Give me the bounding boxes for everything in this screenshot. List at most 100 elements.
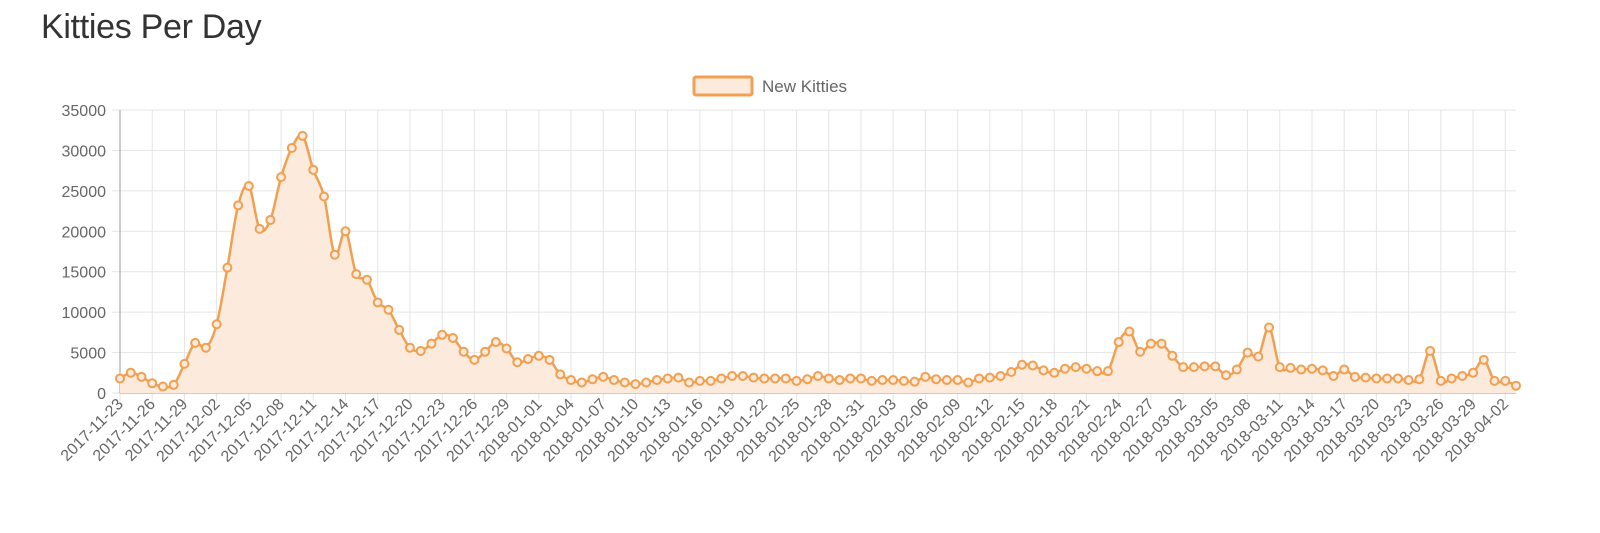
data-point[interactable] xyxy=(147,378,158,389)
data-point[interactable] xyxy=(265,214,276,225)
data-point[interactable] xyxy=(1274,362,1285,373)
data-point[interactable] xyxy=(1425,345,1436,356)
data-point[interactable] xyxy=(329,249,340,260)
data-point[interactable] xyxy=(168,379,179,390)
data-point[interactable] xyxy=(974,373,985,384)
data-point[interactable] xyxy=(136,371,147,382)
data-point[interactable] xyxy=(544,354,555,365)
data-point[interactable] xyxy=(1135,346,1146,357)
data-point[interactable] xyxy=(1317,365,1328,376)
data-point[interactable] xyxy=(931,374,942,385)
data-point[interactable] xyxy=(555,369,566,380)
data-point[interactable] xyxy=(1070,362,1081,373)
data-point[interactable] xyxy=(598,371,609,382)
data-point[interactable] xyxy=(770,373,781,384)
data-point[interactable] xyxy=(780,373,791,384)
data-point[interactable] xyxy=(705,375,716,386)
data-point[interactable] xyxy=(383,304,394,315)
data-point[interactable] xyxy=(608,375,619,386)
data-point[interactable] xyxy=(1092,366,1103,377)
data-point[interactable] xyxy=(920,371,931,382)
data-point[interactable] xyxy=(684,377,695,388)
data-point[interactable] xyxy=(662,373,673,384)
data-point[interactable] xyxy=(1178,362,1189,373)
data-point[interactable] xyxy=(1145,338,1156,349)
data-point[interactable] xyxy=(1511,380,1521,391)
data-point[interactable] xyxy=(1403,375,1414,386)
data-point[interactable] xyxy=(308,164,319,175)
data-point[interactable] xyxy=(748,372,759,383)
data-point[interactable] xyxy=(694,375,705,386)
data-point[interactable] xyxy=(480,346,491,357)
data-point[interactable] xyxy=(243,181,254,192)
data-point[interactable] xyxy=(834,375,845,386)
data-point[interactable] xyxy=(866,375,877,386)
data-point[interactable] xyxy=(1221,370,1232,381)
data-point[interactable] xyxy=(1339,364,1350,375)
data-point[interactable] xyxy=(523,354,534,365)
data-point[interactable] xyxy=(1328,371,1339,382)
data-point[interactable] xyxy=(404,342,415,353)
data-point[interactable] xyxy=(1102,366,1113,377)
data-point[interactable] xyxy=(458,346,469,357)
data-point[interactable] xyxy=(340,226,351,237)
data-point[interactable] xyxy=(630,379,641,390)
data-point[interactable] xyxy=(1156,338,1167,349)
data-point[interactable] xyxy=(1038,365,1049,376)
data-point[interactable] xyxy=(1124,326,1135,337)
data-point[interactable] xyxy=(372,297,383,308)
data-point[interactable] xyxy=(1435,375,1446,386)
data-point[interactable] xyxy=(1457,371,1468,382)
data-point[interactable] xyxy=(157,381,168,392)
data-point[interactable] xyxy=(1500,375,1511,386)
data-point[interactable] xyxy=(1059,363,1070,374)
data-point[interactable] xyxy=(254,223,265,234)
data-point[interactable] xyxy=(179,358,190,369)
data-point[interactable] xyxy=(845,373,856,384)
data-point[interactable] xyxy=(1199,361,1210,372)
data-point[interactable] xyxy=(1360,372,1371,383)
data-point[interactable] xyxy=(415,345,426,356)
data-point[interactable] xyxy=(1382,373,1393,384)
data-point[interactable] xyxy=(1231,364,1242,375)
data-point[interactable] xyxy=(791,375,802,386)
data-point[interactable] xyxy=(1113,337,1124,348)
data-point[interactable] xyxy=(351,269,362,280)
data-point[interactable] xyxy=(1081,363,1092,374)
data-point[interactable] xyxy=(877,375,888,386)
data-point[interactable] xyxy=(286,143,297,153)
data-point[interactable] xyxy=(125,367,136,378)
data-point[interactable] xyxy=(1188,362,1199,373)
data-point[interactable] xyxy=(1285,362,1296,373)
data-point[interactable] xyxy=(1242,347,1253,358)
data-point[interactable] xyxy=(888,375,899,386)
data-point[interactable] xyxy=(469,354,480,365)
data-point[interactable] xyxy=(1049,367,1060,378)
data-point[interactable] xyxy=(190,337,201,348)
data-point[interactable] xyxy=(1027,360,1038,371)
data-point[interactable] xyxy=(1167,350,1178,361)
data-point[interactable] xyxy=(576,377,587,388)
data-point[interactable] xyxy=(115,373,125,384)
data-point[interactable] xyxy=(426,338,437,349)
data-point[interactable] xyxy=(641,377,652,388)
data-point[interactable] xyxy=(1006,366,1017,377)
data-point[interactable] xyxy=(361,274,372,285)
data-point[interactable] xyxy=(941,375,952,386)
data-point[interactable] xyxy=(651,375,662,386)
data-point[interactable] xyxy=(673,372,684,383)
data-point[interactable] xyxy=(952,375,963,386)
data-point[interactable] xyxy=(855,373,866,384)
data-point[interactable] xyxy=(490,337,501,348)
data-point[interactable] xyxy=(716,373,727,384)
data-point[interactable] xyxy=(587,374,598,385)
data-point[interactable] xyxy=(984,372,995,383)
data-point[interactable] xyxy=(1478,354,1489,365)
data-point[interactable] xyxy=(319,191,330,202)
data-point[interactable] xyxy=(1264,322,1275,333)
data-point[interactable] xyxy=(276,172,287,183)
data-point[interactable] xyxy=(1446,373,1457,384)
data-point[interactable] xyxy=(1414,374,1425,385)
data-point[interactable] xyxy=(394,324,405,335)
legend[interactable]: New Kitties xyxy=(692,75,847,97)
